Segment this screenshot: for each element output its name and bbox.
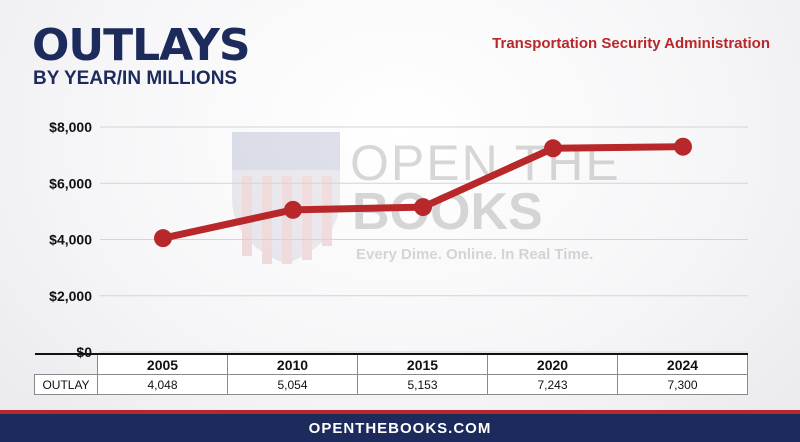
outlay-table: 2005 2010 2015 2020 2024 OUTLAY 4,048 5,…: [34, 353, 748, 395]
chart-subtitle: BY YEAR/IN MILLIONS: [33, 68, 238, 89]
footer-link[interactable]: OPENTHEBOOKS.COM: [308, 419, 492, 437]
data-point: [284, 200, 302, 219]
year-cell: 2015: [357, 353, 488, 375]
y-tick-label: $4,000: [49, 232, 92, 248]
y-tick-label: $2,000: [49, 288, 92, 304]
year-cell: 2010: [227, 353, 358, 375]
shield-logo-icon: [232, 132, 340, 264]
year-cell: 2024: [617, 353, 748, 375]
value-cell: 5,054: [227, 374, 358, 395]
footer-bar: OPENTHEBOOKS.COM: [0, 410, 800, 442]
table-corner: [34, 353, 98, 375]
row-label: OUTLAY: [34, 374, 98, 395]
value-cell: 7,300: [617, 374, 748, 395]
value-cell: 4,048: [97, 374, 228, 395]
y-tick-label: $6,000: [49, 175, 92, 191]
data-point: [674, 137, 692, 156]
year-cell: 2020: [487, 353, 618, 375]
value-cell: 7,243: [487, 374, 618, 395]
data-point: [544, 139, 562, 158]
data-point: [414, 198, 432, 217]
chart-title: OUTLAYS: [32, 20, 251, 71]
data-point: [154, 229, 172, 248]
outlay-value-row: OUTLAY 4,048 5,054 5,153 7,243 7,300: [34, 374, 748, 395]
series-line: [162, 143, 684, 242]
watermark-tagline: Every Dime. Online. In Real Time.: [356, 246, 594, 263]
year-header-row: 2005 2010 2015 2020 2024: [34, 353, 748, 375]
y-tick-label: $8,000: [49, 119, 92, 135]
agency-name: Transportation Security Administration: [492, 35, 770, 52]
year-cell: 2005: [97, 353, 228, 375]
value-cell: 5,153: [357, 374, 488, 395]
